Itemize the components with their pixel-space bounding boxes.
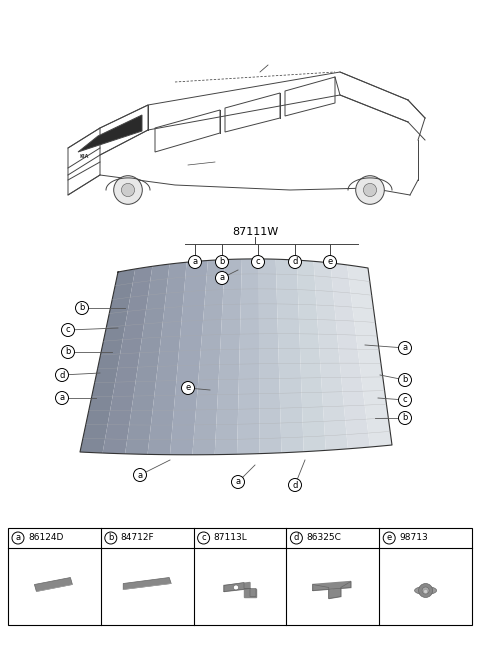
Text: a: a xyxy=(192,258,198,266)
Polygon shape xyxy=(78,115,142,152)
Circle shape xyxy=(356,176,384,204)
Circle shape xyxy=(288,478,301,491)
Polygon shape xyxy=(244,588,256,596)
Circle shape xyxy=(61,346,74,358)
Text: a: a xyxy=(15,533,21,543)
Text: b: b xyxy=(65,348,71,356)
Polygon shape xyxy=(123,577,171,590)
Polygon shape xyxy=(224,583,250,592)
Text: 87113L: 87113L xyxy=(214,533,247,543)
Text: e: e xyxy=(185,384,191,392)
Ellipse shape xyxy=(419,583,432,598)
Bar xyxy=(8,528,472,625)
Text: c: c xyxy=(256,258,260,266)
Polygon shape xyxy=(259,259,281,454)
Circle shape xyxy=(121,184,134,197)
Circle shape xyxy=(61,323,74,337)
Text: a: a xyxy=(137,470,143,480)
Text: d: d xyxy=(292,480,298,489)
Text: b: b xyxy=(79,304,84,312)
Circle shape xyxy=(231,476,244,489)
Text: d: d xyxy=(294,533,299,543)
Circle shape xyxy=(363,184,377,197)
Text: b: b xyxy=(219,258,225,266)
Text: a: a xyxy=(235,478,240,487)
Polygon shape xyxy=(347,265,392,447)
Text: c: c xyxy=(403,396,408,405)
Text: b: b xyxy=(108,533,113,543)
Text: 86124D: 86124D xyxy=(28,533,63,543)
Circle shape xyxy=(290,532,302,544)
Circle shape xyxy=(398,411,411,424)
Text: e: e xyxy=(386,533,392,543)
Ellipse shape xyxy=(423,590,428,594)
Text: 86325C: 86325C xyxy=(306,533,341,543)
Circle shape xyxy=(216,255,228,268)
Text: a: a xyxy=(219,274,225,283)
Circle shape xyxy=(398,342,411,354)
Circle shape xyxy=(383,532,395,544)
Circle shape xyxy=(133,468,146,482)
Circle shape xyxy=(75,302,88,314)
Text: 87111W: 87111W xyxy=(232,227,278,237)
Circle shape xyxy=(398,394,411,407)
Polygon shape xyxy=(330,263,370,449)
Text: d: d xyxy=(292,258,298,266)
Circle shape xyxy=(181,382,194,394)
Text: KIA: KIA xyxy=(79,155,89,159)
Circle shape xyxy=(105,532,117,544)
Polygon shape xyxy=(192,260,225,455)
Text: d: d xyxy=(60,371,65,380)
Ellipse shape xyxy=(422,587,429,594)
Circle shape xyxy=(216,272,228,285)
Text: 98713: 98713 xyxy=(399,533,428,543)
Circle shape xyxy=(114,176,142,204)
Polygon shape xyxy=(125,264,169,455)
Polygon shape xyxy=(313,261,348,451)
Text: a: a xyxy=(60,394,65,403)
Text: a: a xyxy=(402,344,408,352)
Text: 84712F: 84712F xyxy=(121,533,155,543)
Circle shape xyxy=(252,255,264,268)
Circle shape xyxy=(233,585,239,590)
Polygon shape xyxy=(329,588,341,598)
Text: b: b xyxy=(402,375,408,384)
Circle shape xyxy=(56,392,69,405)
Circle shape xyxy=(288,255,301,268)
Text: c: c xyxy=(201,533,206,543)
Circle shape xyxy=(324,255,336,268)
Polygon shape xyxy=(147,262,187,455)
Polygon shape xyxy=(313,581,351,590)
Polygon shape xyxy=(297,260,326,452)
Polygon shape xyxy=(80,269,135,453)
Polygon shape xyxy=(35,577,72,592)
Circle shape xyxy=(189,255,202,268)
Text: c: c xyxy=(66,325,70,335)
Circle shape xyxy=(198,532,210,544)
Text: e: e xyxy=(327,258,333,266)
Polygon shape xyxy=(237,259,259,454)
Text: b: b xyxy=(402,413,408,422)
Polygon shape xyxy=(215,259,242,455)
Polygon shape xyxy=(103,266,152,454)
Ellipse shape xyxy=(415,586,437,594)
Polygon shape xyxy=(170,260,208,455)
Circle shape xyxy=(56,369,69,382)
Circle shape xyxy=(12,532,24,544)
Circle shape xyxy=(398,373,411,386)
Polygon shape xyxy=(276,259,304,453)
